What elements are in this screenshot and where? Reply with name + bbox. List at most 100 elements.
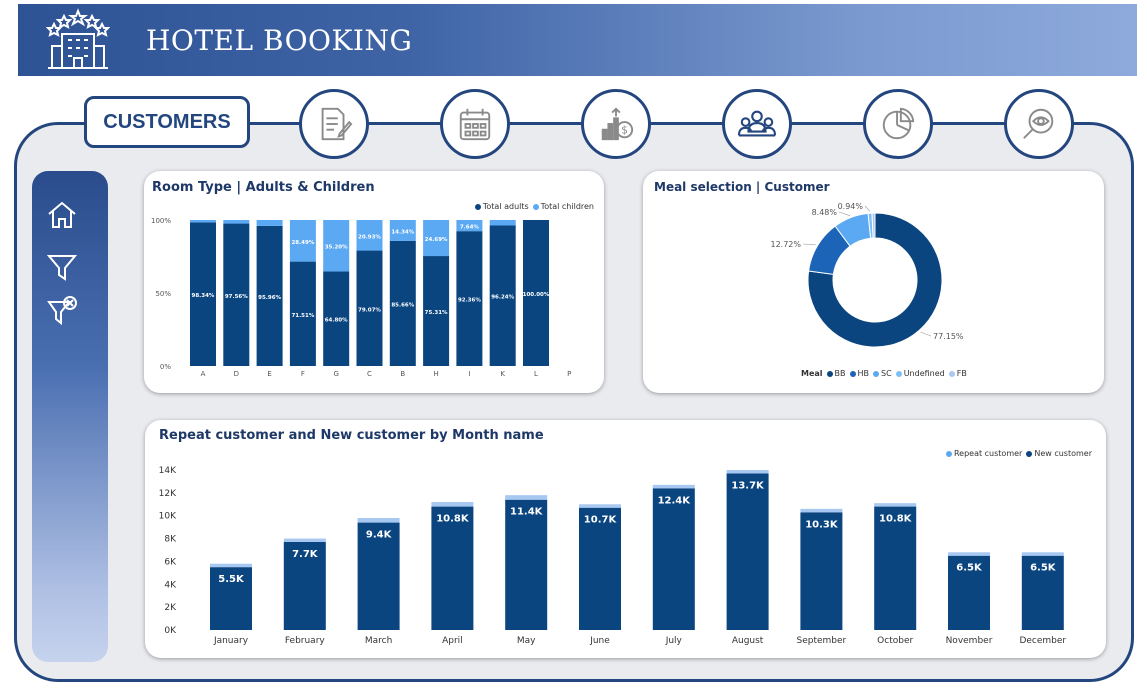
legend-undefined: Undefined	[903, 369, 945, 378]
data-label: 13.7K	[731, 480, 765, 491]
y-tick-label: 8K	[164, 535, 177, 545]
bar-total-adults	[190, 222, 216, 366]
x-tick-label: June	[589, 636, 610, 646]
legend-bb: BB	[834, 369, 846, 378]
y-tick-label: 10K	[159, 512, 177, 522]
y-tick-label: 100%	[151, 217, 171, 225]
data-label: 98.34%	[192, 293, 215, 299]
data-label: 5.5K	[218, 574, 245, 585]
y-tick-label: 14K	[159, 466, 177, 476]
clear-filter-icon	[47, 296, 77, 326]
slice-label: 12.72%	[770, 240, 801, 249]
nav-revenue-button[interactable]: $	[581, 89, 651, 159]
data-label: 11.4K	[510, 507, 544, 518]
bar-repeat-customer	[505, 495, 548, 500]
bar-new-customer	[431, 506, 474, 630]
pie-chart-icon	[882, 107, 915, 140]
y-tick-label: 6K	[164, 557, 177, 567]
bar-total-children	[356, 220, 383, 251]
x-tick-label: January	[213, 636, 249, 646]
bar-total-adults	[389, 240, 416, 366]
bar-repeat-customer	[874, 503, 917, 507]
app-header: HOTEL BOOKING	[18, 4, 1137, 76]
sidebar	[32, 171, 108, 662]
y-tick-label: 4K	[164, 580, 177, 590]
nav-pie-chart-button[interactable]	[863, 89, 933, 159]
bar-repeat-customer	[800, 508, 843, 513]
bar-total-children	[456, 220, 483, 232]
clear-filter-button[interactable]	[46, 295, 78, 327]
bar-total-adults	[423, 256, 450, 366]
bar-repeat-customer	[1021, 552, 1064, 556]
bar-new-customer	[874, 506, 917, 630]
meal-chart-legend: Meal BB HB SC Undefined FB	[801, 369, 967, 378]
room-chart-legend: Total adults Total children	[474, 202, 594, 211]
bar-repeat-customer	[652, 484, 695, 489]
bar-new-customer	[283, 542, 326, 630]
slice-label: 0.94%	[838, 202, 864, 211]
bar-repeat-customer	[579, 504, 621, 508]
document-edit-icon	[321, 107, 353, 141]
data-label: 100.00%	[523, 292, 550, 298]
bar-repeat-customer	[431, 502, 474, 507]
bar-new-customer	[1021, 555, 1064, 630]
legend-repeat-customer: Repeat customer	[953, 449, 1023, 458]
meal-chart-title: Meal selection | Customer	[654, 180, 830, 194]
x-tick-label: February	[285, 636, 326, 646]
bar-total-children	[256, 220, 283, 226]
bar-repeat-customer	[726, 470, 769, 474]
revenue-growth-icon: $	[601, 107, 634, 141]
x-tick-label: I	[468, 370, 470, 378]
svg-text:$: $	[621, 125, 628, 137]
slice-leader-line	[920, 331, 932, 337]
data-label: 24.69%	[425, 237, 448, 243]
bar-new-customer	[210, 567, 252, 630]
nav-calendar-button[interactable]	[440, 89, 510, 159]
filter-button[interactable]	[46, 251, 78, 283]
month-chart-title: Repeat customer and New customer by Mont…	[159, 428, 544, 443]
x-tick-label: December	[1019, 636, 1066, 646]
legend-total-children: Total children	[540, 202, 594, 211]
x-tick-label: July	[665, 636, 683, 646]
x-tick-label: August	[732, 636, 764, 646]
bar-new-customer	[652, 488, 695, 630]
room-type-card: Room Type | Adults & Children Total adul…	[144, 171, 604, 393]
x-tick-label: K	[500, 370, 505, 378]
bar-total-children	[190, 220, 216, 223]
bar-repeat-customer	[283, 538, 326, 542]
bar-total-adults	[256, 225, 283, 366]
nav-search-button[interactable]	[1004, 89, 1074, 159]
tab-customers[interactable]: CUSTOMERS	[84, 96, 250, 148]
y-tick-label: 50%	[155, 290, 171, 298]
slice-label: 8.48%	[812, 208, 838, 217]
x-tick-label: A	[201, 370, 206, 378]
bar-new-customer	[579, 507, 621, 630]
home-button[interactable]	[46, 199, 78, 231]
y-tick-label: 0K	[164, 626, 177, 636]
data-label: 10.3K	[805, 519, 839, 530]
data-label: 10.8K	[436, 514, 470, 525]
x-tick-label: May	[517, 636, 536, 646]
nav-document-button[interactable]	[299, 89, 369, 159]
x-tick-label: C	[367, 370, 372, 378]
data-label: 10.7K	[584, 515, 618, 526]
month-chart-legend: Repeat customer New customer	[945, 449, 1092, 458]
bar-total-children	[423, 220, 450, 257]
data-label: 28.49%	[291, 240, 314, 246]
data-label: 9.4K	[366, 530, 393, 541]
search-eye-icon	[1023, 108, 1054, 139]
slice-leader-line	[802, 243, 816, 246]
data-label: 95.96%	[258, 295, 281, 301]
data-label: 14.34%	[391, 229, 414, 235]
legend-new-customer: New customer	[1034, 449, 1092, 458]
x-tick-label: April	[442, 636, 463, 646]
data-label: 64.80%	[325, 318, 348, 324]
slice-leader-line	[864, 205, 871, 212]
bar-total-children	[323, 220, 350, 272]
bar-total-adults	[523, 220, 549, 366]
bar-total-children	[489, 220, 516, 226]
nav-customers-button[interactable]	[722, 89, 792, 159]
bar-new-customer	[505, 499, 548, 630]
data-label: 97.56%	[225, 294, 248, 300]
monthly-customers-chart: 14K 12K 10K 8K 6K 4K 2K 0K 5.5K January 7.7K Februa…	[159, 466, 1067, 646]
